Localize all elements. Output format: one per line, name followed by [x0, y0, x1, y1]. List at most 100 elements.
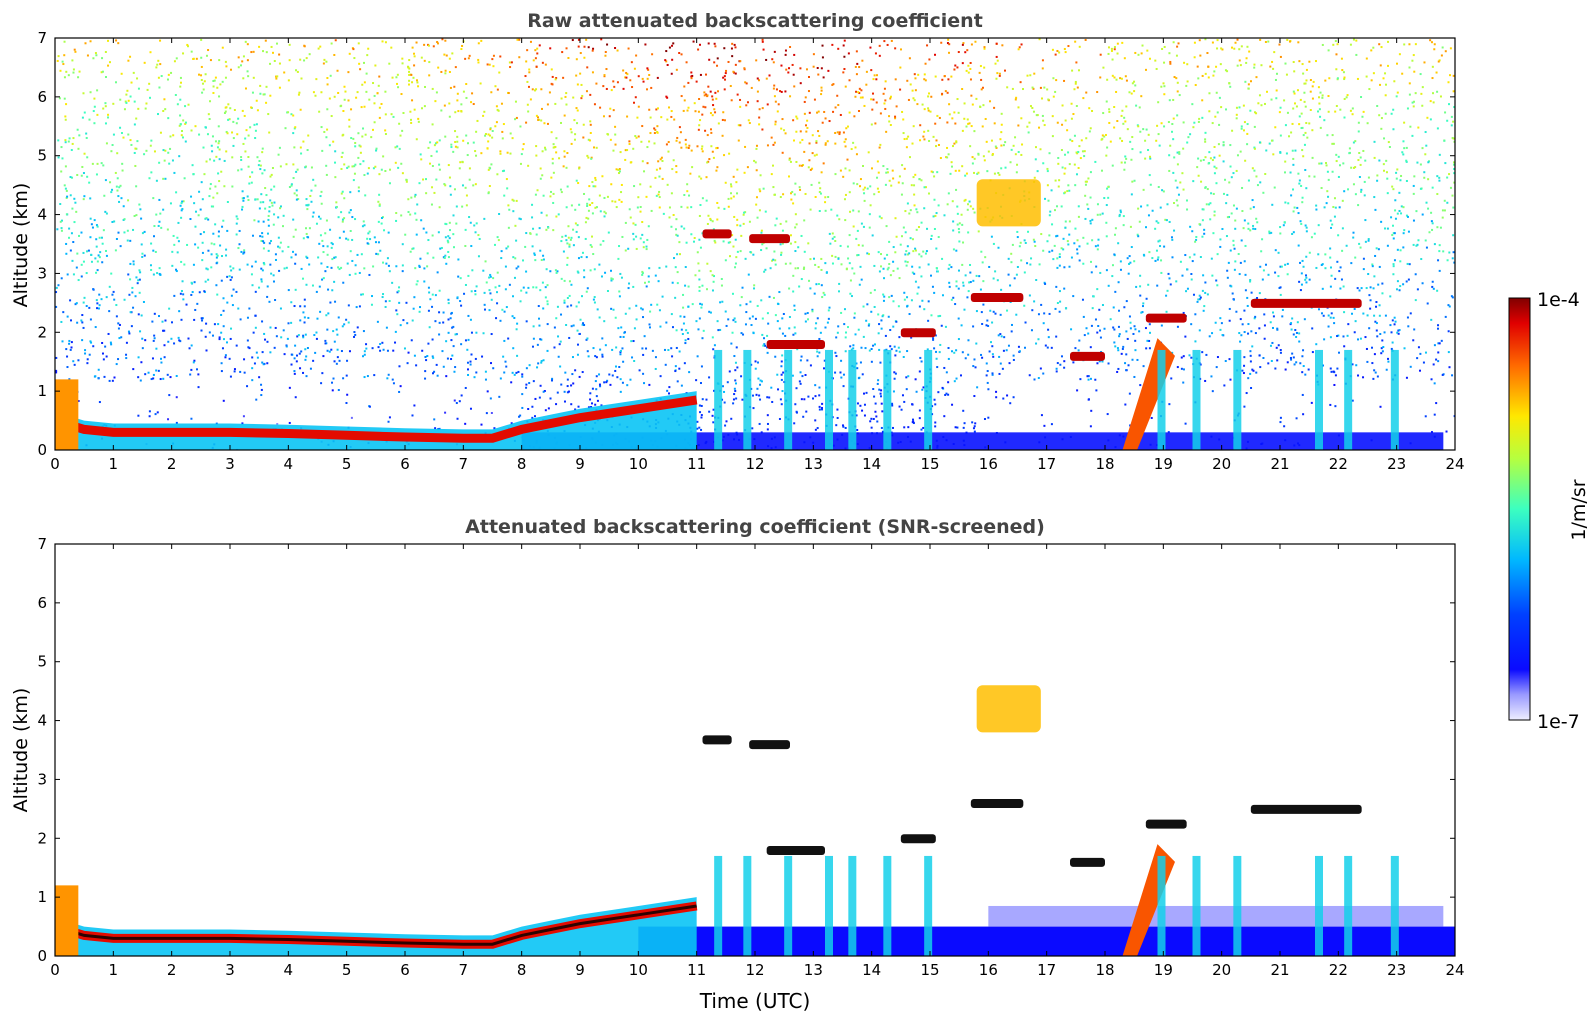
noise-pixel: [763, 337, 766, 340]
noise-pixel: [92, 288, 95, 291]
noise-pixel: [758, 422, 761, 425]
noise-pixel: [891, 402, 894, 405]
noise-pixel: [1435, 71, 1438, 74]
noise-pixel: [440, 109, 443, 112]
noise-pixel: [707, 160, 710, 163]
noise-pixel: [1247, 227, 1250, 230]
noise-pixel: [474, 289, 477, 292]
noise-pixel: [848, 111, 851, 114]
noise-pixel: [391, 378, 394, 381]
noise-pixel: [1039, 367, 1042, 370]
noise-pixel: [1376, 375, 1379, 378]
noise-pixel: [854, 65, 857, 68]
noise-pixel: [628, 307, 631, 310]
noise-pixel: [856, 367, 859, 370]
noise-pixel: [709, 219, 712, 222]
noise-pixel: [347, 71, 350, 74]
noise-pixel: [606, 195, 609, 198]
noise-pixel: [252, 331, 255, 334]
noise-pixel: [150, 171, 153, 174]
noise-pixel: [1366, 360, 1369, 363]
noise-pixel: [1261, 238, 1264, 241]
noise-pixel: [461, 44, 464, 47]
noise-pixel: [857, 377, 860, 380]
noise-pixel: [1215, 366, 1218, 369]
noise-pixel: [527, 286, 530, 289]
noise-pixel: [701, 197, 704, 200]
noise-pixel: [387, 373, 390, 376]
noise-pixel: [990, 235, 993, 238]
noise-pixel: [417, 120, 420, 123]
noise-pixel: [1424, 131, 1427, 134]
noise-pixel: [263, 241, 266, 244]
noise-pixel: [72, 68, 75, 71]
noise-pixel: [501, 130, 504, 133]
noise-pixel: [425, 231, 428, 234]
noise-pixel: [1034, 245, 1037, 248]
noise-pixel: [563, 390, 566, 393]
noise-pixel: [656, 107, 659, 110]
noise-pixel: [1033, 176, 1036, 179]
noise-pixel: [213, 243, 216, 246]
noise-pixel: [711, 274, 714, 277]
noise-pixel: [599, 348, 602, 351]
noise-pixel: [242, 197, 245, 200]
noise-pixel: [1438, 179, 1441, 182]
noise-pixel: [171, 264, 174, 267]
noise-pixel: [158, 220, 161, 223]
noise-pixel: [518, 415, 521, 418]
noise-pixel: [273, 59, 276, 62]
noise-pixel: [262, 201, 265, 204]
noise-pixel: [1172, 171, 1175, 174]
noise-pixel: [1145, 297, 1148, 300]
noise-pixel: [243, 249, 246, 252]
noise-pixel: [794, 403, 797, 406]
noise-pixel: [510, 422, 513, 425]
noise-pixel: [879, 361, 882, 364]
noise-pixel: [1062, 248, 1065, 251]
noise-pixel: [441, 350, 444, 353]
noise-pixel: [399, 134, 402, 137]
noise-pixel: [1222, 160, 1225, 163]
noise-pixel: [336, 69, 339, 72]
noise-pixel: [872, 98, 875, 101]
noise-pixel: [874, 410, 877, 413]
noise-pixel: [1215, 91, 1218, 94]
noise-pixel: [317, 47, 320, 50]
noise-pixel: [927, 319, 930, 322]
noise-pixel: [496, 88, 499, 91]
noise-pixel: [890, 184, 893, 187]
noise-pixel: [259, 235, 262, 238]
noise-pixel: [258, 207, 261, 210]
noise-pixel: [158, 86, 161, 89]
noise-pixel: [382, 293, 385, 296]
noise-pixel: [212, 80, 215, 83]
noise-pixel: [788, 158, 791, 161]
noise-pixel: [1437, 324, 1440, 327]
noise-pixel: [1339, 108, 1342, 111]
noise-pixel: [996, 59, 999, 62]
noise-pixel: [1130, 193, 1133, 196]
noise-pixel: [946, 146, 949, 149]
noise-pixel: [739, 304, 742, 307]
noise-pixel: [236, 133, 239, 136]
noise-pixel: [1412, 105, 1415, 108]
noise-pixel: [180, 318, 183, 321]
noise-pixel: [82, 198, 85, 201]
noise-pixel: [294, 126, 297, 129]
noise-pixel: [150, 242, 153, 245]
noise-pixel: [757, 377, 760, 380]
noise-pixel: [1341, 199, 1344, 202]
noise-pixel: [449, 185, 452, 188]
noise-pixel: [636, 116, 639, 119]
noise-pixel: [966, 208, 969, 211]
noise-pixel: [1001, 367, 1004, 370]
noise-pixel: [946, 42, 949, 45]
noise-pixel: [1110, 47, 1113, 50]
noise-pixel: [1142, 302, 1145, 305]
noise-pixel: [512, 295, 515, 298]
noise-pixel: [1212, 192, 1215, 195]
noise-pixel: [144, 107, 147, 110]
noise-pixel: [555, 151, 558, 154]
noise-pixel: [362, 355, 365, 358]
